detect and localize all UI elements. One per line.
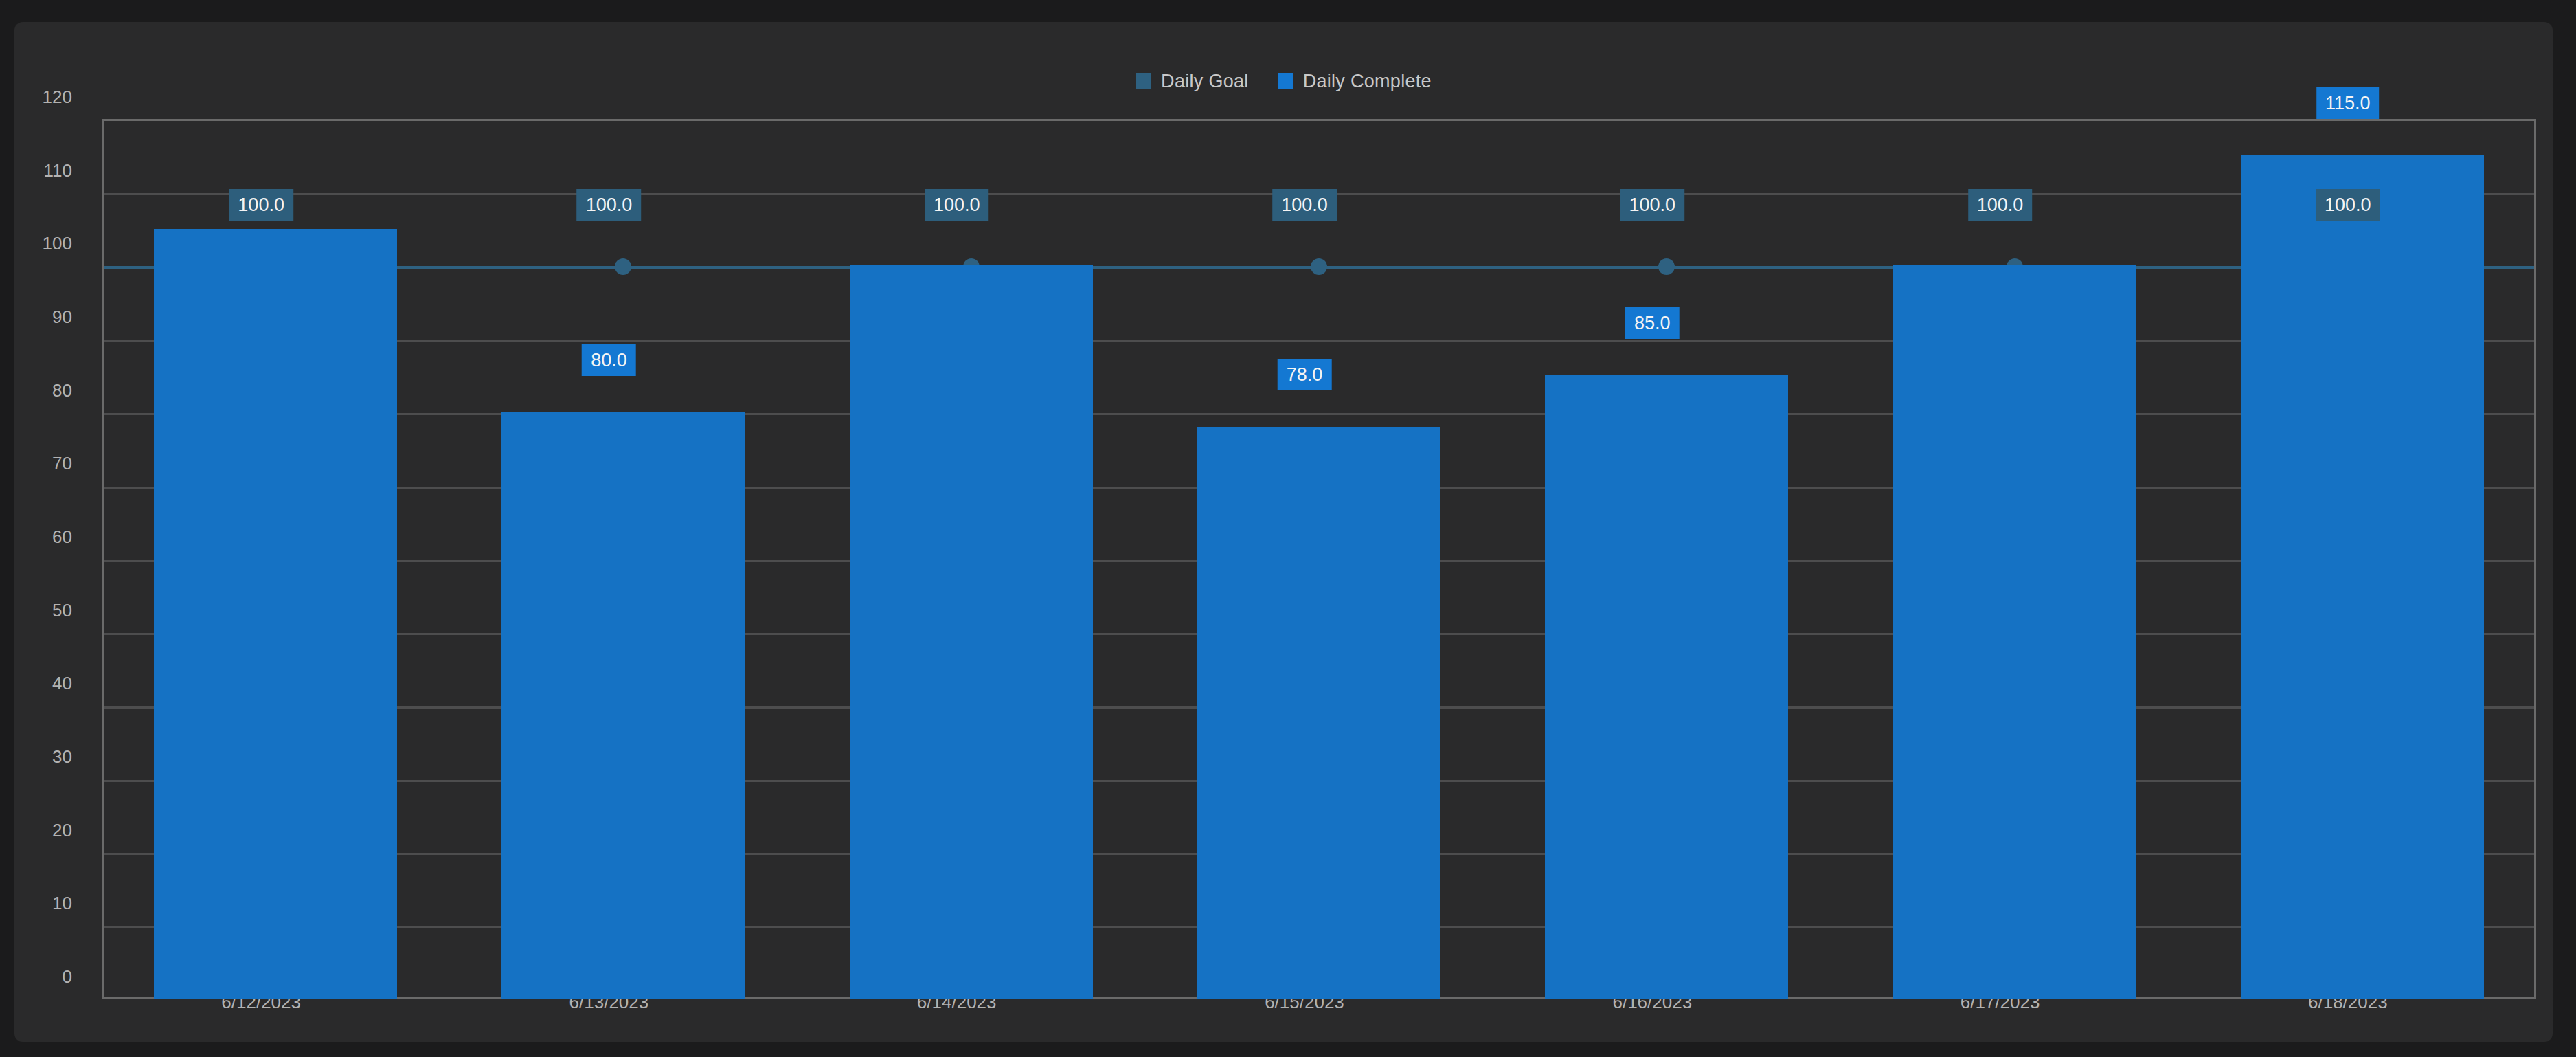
value-badge-daily-goal: 100.0 — [1968, 189, 2033, 221]
value-badge-daily-complete: 115.0 — [2316, 87, 2380, 119]
y-axis-tick-label: 30 — [23, 746, 72, 768]
bar-daily-complete-6-12-2023[interactable] — [154, 229, 397, 999]
gridline — [104, 413, 2534, 415]
value-badge-daily-goal: 100.0 — [577, 189, 642, 221]
legend-label: Daily Goal — [1161, 71, 1249, 92]
bar-daily-complete-6-16-2023[interactable] — [1545, 375, 1788, 999]
y-axis-tick-label: 90 — [23, 307, 72, 328]
legend-swatch-icon — [1136, 73, 1151, 89]
value-badge-daily-goal: 100.0 — [2316, 189, 2380, 221]
bar-daily-complete-6-13-2023[interactable] — [501, 412, 745, 999]
y-axis-tick-label: 120 — [23, 87, 72, 108]
legend-item-daily-goal[interactable]: Daily Goal — [1136, 71, 1249, 92]
legend-label: Daily Complete — [1303, 71, 1432, 92]
bar-daily-complete-6-18-2023[interactable] — [2241, 155, 2484, 999]
chart-legend: Daily Goal Daily Complete — [14, 65, 2553, 98]
y-axis-tick-label: 80 — [23, 379, 72, 401]
bar-daily-complete-6-17-2023[interactable] — [1893, 265, 2136, 999]
y-axis-tick-label: 70 — [23, 453, 72, 474]
value-badge-daily-complete: 85.0 — [1625, 307, 1680, 339]
y-axis-tick-label: 50 — [23, 599, 72, 621]
value-badge-daily-complete: 80.0 — [582, 344, 636, 376]
bar-daily-complete-6-14-2023[interactable] — [850, 265, 1093, 999]
legend-swatch-icon — [1278, 73, 1293, 89]
value-badge-daily-goal: 100.0 — [1272, 189, 1337, 221]
bar-daily-complete-6-15-2023[interactable] — [1197, 427, 1440, 999]
value-badge-daily-goal: 100.0 — [925, 189, 989, 221]
y-axis-tick-label: 60 — [23, 526, 72, 548]
gridline — [104, 340, 2534, 342]
value-badge-daily-complete: 78.0 — [1278, 359, 1332, 390]
goal-marker-dot[interactable] — [1658, 258, 1675, 275]
goal-marker-dot[interactable] — [615, 258, 631, 275]
y-axis-tick-label: 10 — [23, 893, 72, 914]
legend-item-daily-complete[interactable]: Daily Complete — [1278, 71, 1432, 92]
y-axis-tick-label: 110 — [23, 159, 72, 181]
y-axis-tick-label: 100 — [23, 233, 72, 254]
y-axis-tick-label: 0 — [23, 966, 72, 988]
value-badge-daily-goal: 100.0 — [229, 189, 293, 221]
value-badge-daily-goal: 100.0 — [1620, 189, 1684, 221]
plot-area — [102, 119, 2536, 999]
goal-marker-dot[interactable] — [1311, 258, 1327, 275]
y-axis-tick-label: 40 — [23, 673, 72, 694]
y-axis-tick-label: 20 — [23, 819, 72, 841]
chart-panel: Daily Goal Daily Complete 0 10 20 30 40 50 60 70… — [14, 22, 2553, 1042]
